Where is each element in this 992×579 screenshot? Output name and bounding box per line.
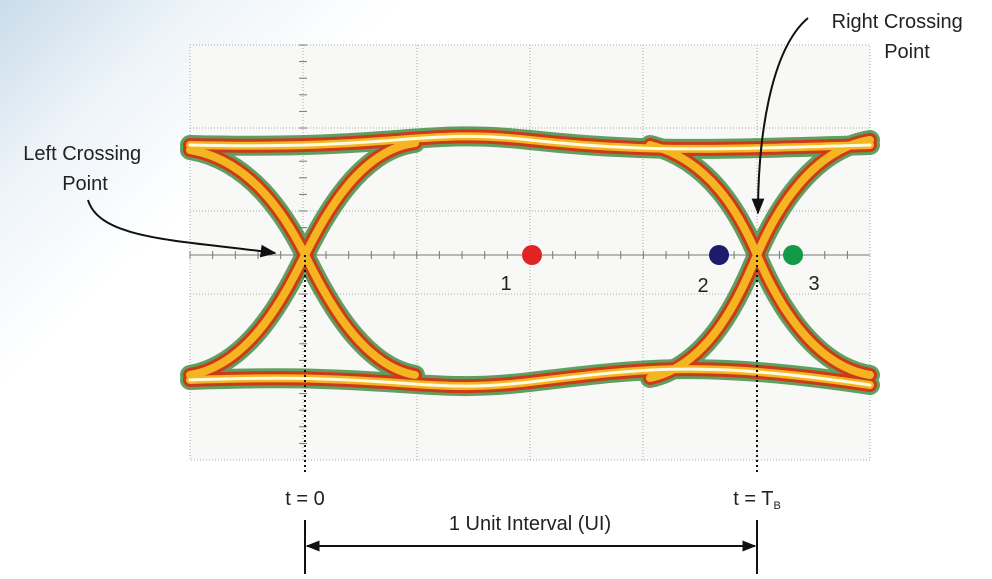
time-subscript: B bbox=[773, 500, 780, 512]
point-marker bbox=[709, 245, 729, 265]
label-line: Right Crossing bbox=[832, 11, 963, 33]
time-text: t = T bbox=[733, 488, 773, 510]
label-line: Left Crossing bbox=[23, 143, 141, 165]
time-label: t = 0 bbox=[285, 488, 324, 510]
interval-label: 1 Unit Interval (UI) bbox=[449, 513, 611, 535]
point-label: 3 bbox=[808, 273, 819, 295]
point-marker bbox=[783, 245, 803, 265]
label-line: Point bbox=[62, 173, 108, 195]
point-label: 1 bbox=[500, 273, 511, 295]
eye-diagram: 1 2 3 Left Crossing Point Right Crossing… bbox=[0, 0, 992, 574]
point-marker bbox=[522, 245, 542, 265]
point-label: 2 bbox=[697, 275, 708, 297]
label-line: Point bbox=[884, 41, 930, 63]
